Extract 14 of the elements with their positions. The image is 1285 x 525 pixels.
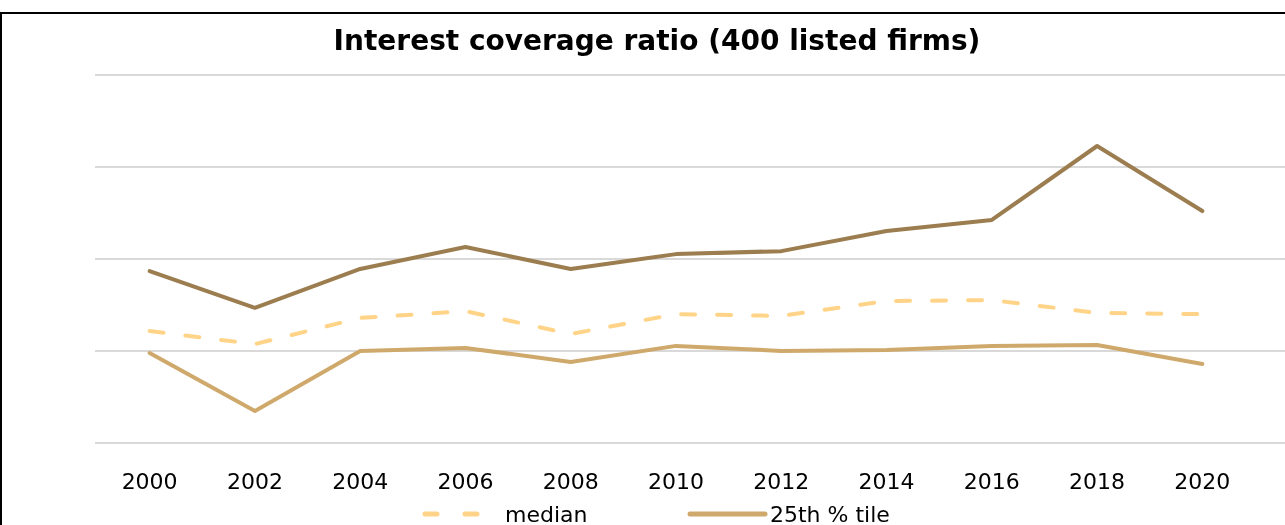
chart-title: Interest coverage ratio (400 listed firms) bbox=[333, 24, 981, 57]
x-tick-label: 2000 bbox=[121, 469, 178, 494]
x-tick-label: 2006 bbox=[437, 469, 494, 494]
x-tick-label: 2004 bbox=[332, 469, 389, 494]
x-tick-label: 2002 bbox=[226, 469, 283, 494]
x-tick-label: 2014 bbox=[858, 469, 915, 494]
legend-label: median bbox=[505, 502, 588, 525]
x-tick-label: 2018 bbox=[1069, 469, 1126, 494]
legend-label: 25th % tile bbox=[770, 502, 890, 525]
x-tick-label: 2008 bbox=[542, 469, 599, 494]
x-tick-label: 2020 bbox=[1174, 469, 1231, 494]
x-tick-label: 2016 bbox=[963, 469, 1020, 494]
x-tick-label: 2010 bbox=[648, 469, 704, 494]
x-tick-label: 2012 bbox=[753, 469, 810, 494]
